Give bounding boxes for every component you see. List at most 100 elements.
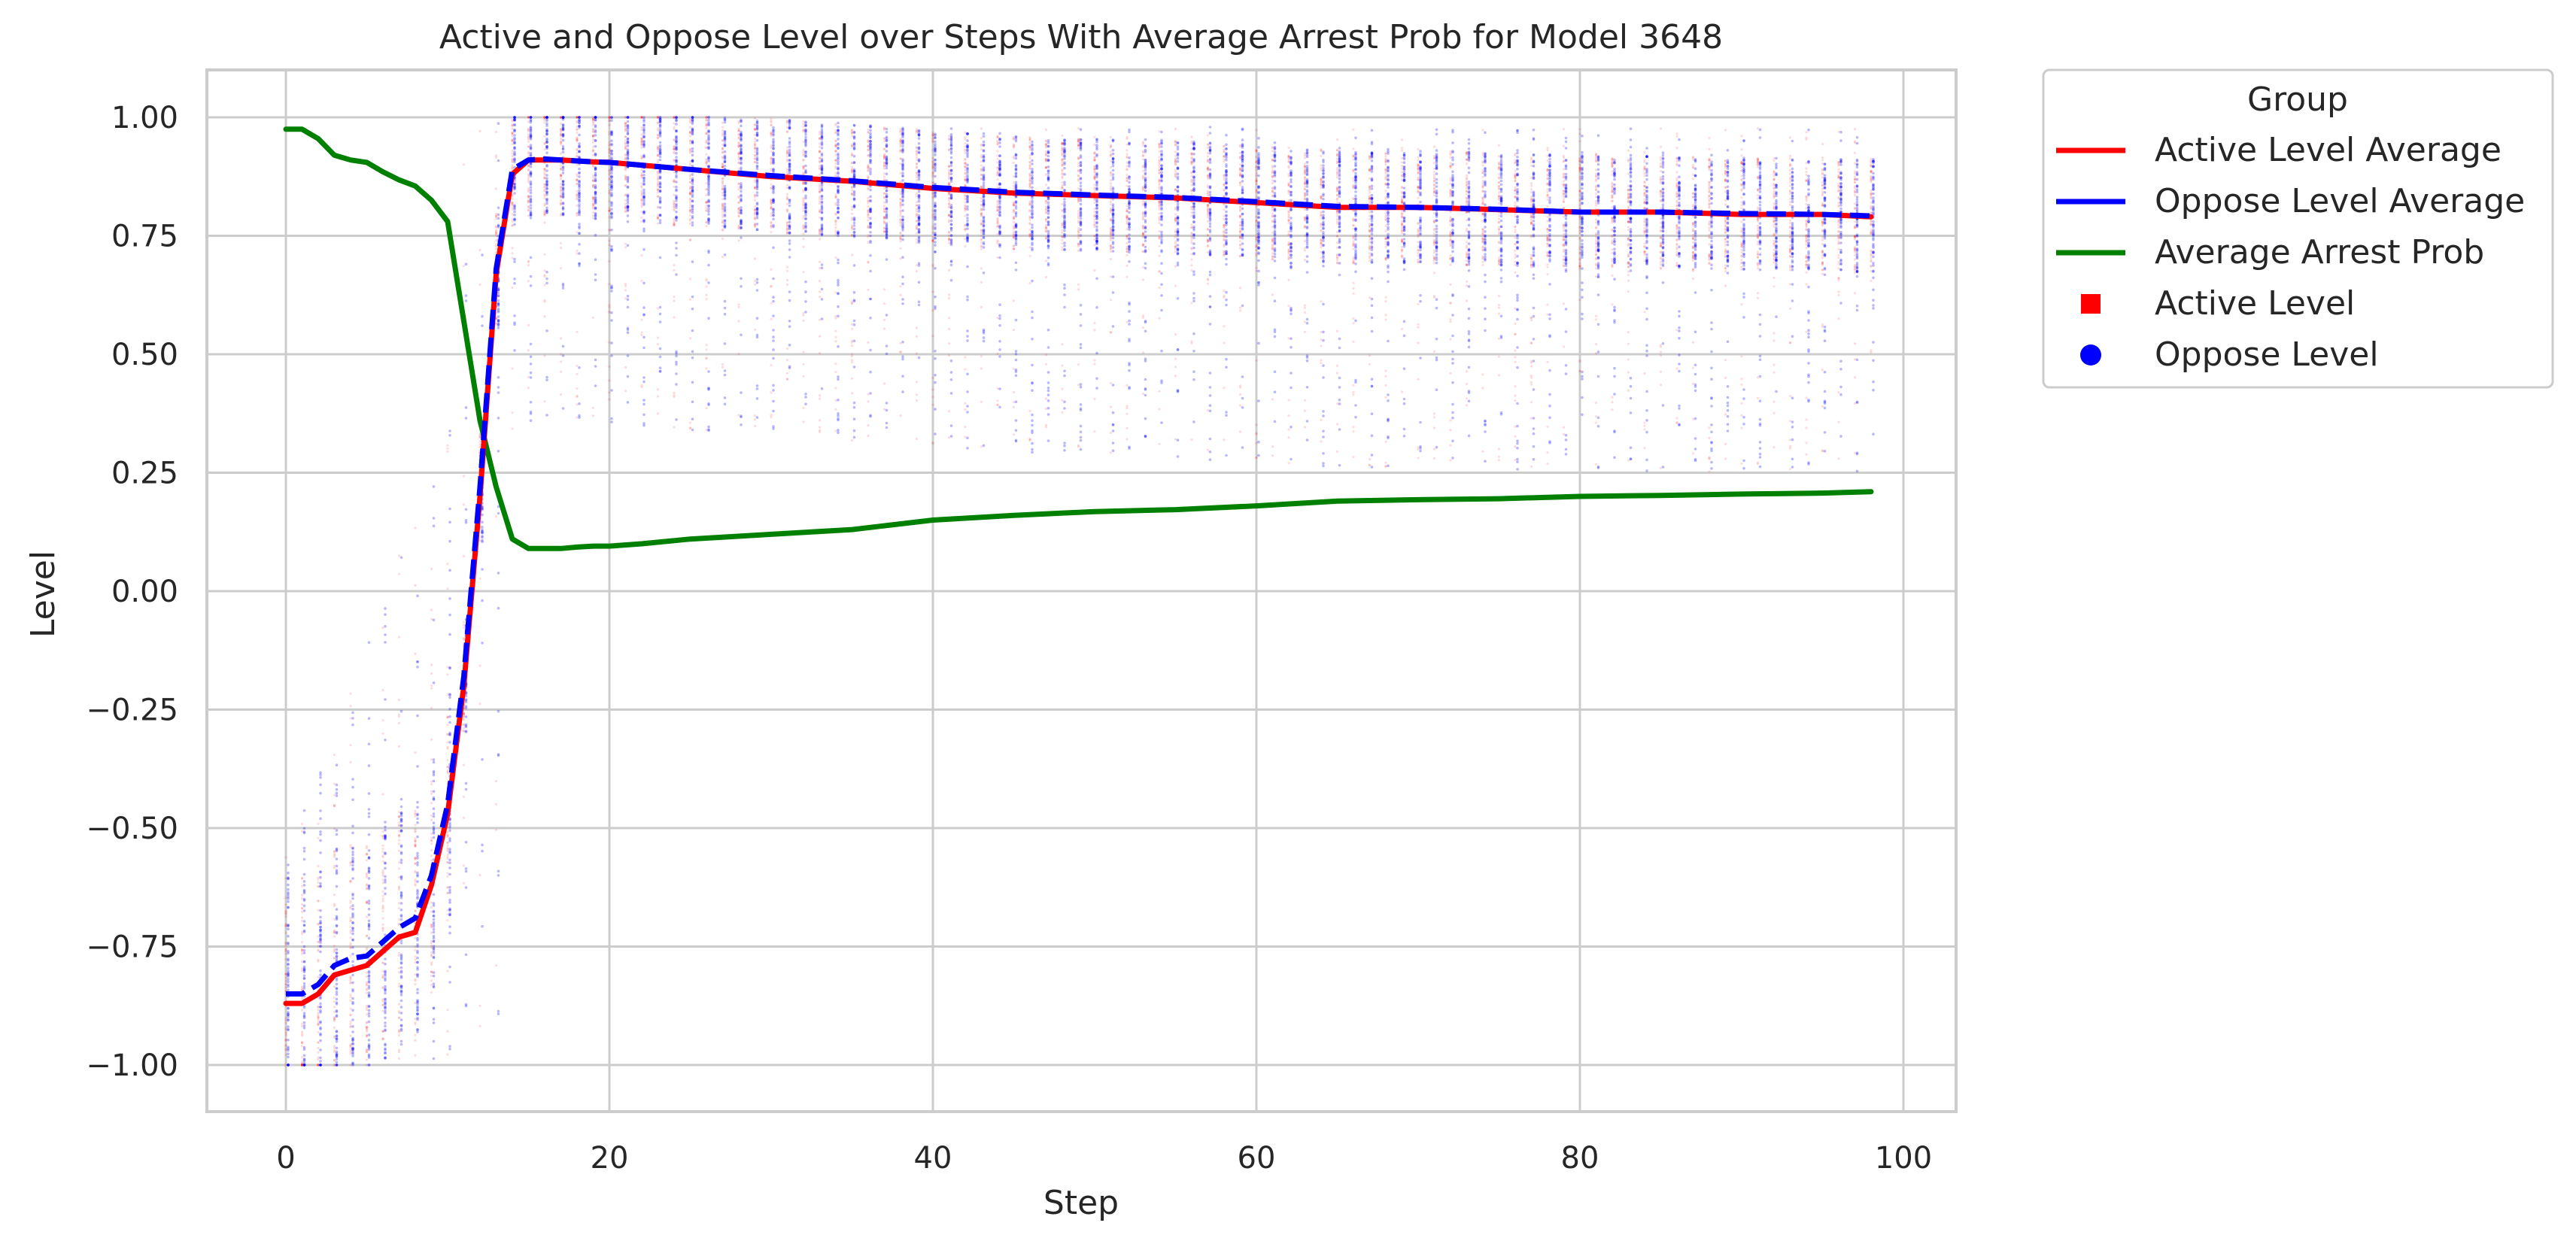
active-level-point — [349, 943, 352, 946]
active-level-point — [882, 192, 886, 195]
oppose-level-point — [788, 220, 791, 224]
active-level-point — [365, 1048, 369, 1051]
oppose-level-point — [788, 256, 791, 259]
oppose-level-point — [287, 980, 290, 984]
active-level-point — [430, 706, 433, 709]
active-level-point — [737, 224, 740, 227]
active-level-point — [397, 907, 401, 910]
oppose-level-point — [707, 200, 710, 204]
active-level-point — [511, 247, 514, 250]
oppose-level-point — [335, 1036, 339, 1039]
active-level-point — [882, 408, 886, 411]
active-level-point — [624, 289, 627, 292]
oppose-level-point — [335, 1003, 339, 1006]
active-level-point — [850, 205, 854, 208]
active-level-point — [624, 282, 627, 286]
active-level-point — [624, 390, 627, 393]
active-level-point — [721, 165, 724, 168]
active-level-point — [462, 624, 466, 627]
oppose-level-point — [545, 163, 548, 167]
oppose-level-point — [675, 181, 678, 184]
active-level-point — [915, 192, 919, 195]
oppose-level-point — [302, 977, 306, 980]
oppose-level-point — [869, 241, 872, 244]
oppose-level-point — [481, 253, 484, 256]
active-level-point — [899, 341, 902, 344]
active-level-point — [705, 285, 708, 288]
oppose-level-point — [804, 217, 807, 220]
oppose-level-point — [529, 183, 533, 187]
oppose-level-point — [448, 829, 451, 832]
active-level-point — [608, 209, 611, 213]
active-level-point — [688, 177, 692, 181]
active-level-point — [608, 304, 611, 307]
active-level-point — [818, 228, 822, 231]
oppose-level-point — [658, 206, 662, 209]
oppose-level-point — [691, 307, 694, 311]
active-level-point — [365, 971, 369, 974]
oppose-level-point — [319, 926, 322, 929]
oppose-level-point — [658, 355, 662, 359]
oppose-level-point — [642, 422, 646, 425]
active-level-point — [527, 259, 530, 262]
active-level-point — [802, 311, 805, 314]
oppose-level-point — [432, 760, 436, 764]
oppose-level-point — [287, 923, 290, 927]
oppose-level-point — [432, 951, 436, 954]
oppose-level-point — [755, 216, 759, 220]
active-level-point — [300, 1060, 304, 1063]
active-level-point — [576, 372, 579, 375]
oppose-level-point — [788, 217, 791, 220]
oppose-level-point — [432, 914, 436, 918]
oppose-level-point — [820, 298, 824, 301]
oppose-level-point — [675, 174, 678, 177]
oppose-level-point — [319, 1002, 322, 1006]
oppose-level-point — [302, 968, 306, 971]
active-level-point — [300, 969, 304, 972]
active-level-point — [850, 212, 854, 215]
active-level-point — [591, 211, 595, 214]
active-level-point — [527, 141, 530, 144]
oppose-level-point — [464, 886, 468, 889]
active-level-point — [381, 894, 384, 897]
active-level-point — [414, 869, 417, 872]
oppose-level-point — [642, 380, 646, 384]
oppose-level-point — [901, 190, 904, 193]
oppose-level-point — [561, 116, 565, 119]
active-level-point — [317, 1058, 320, 1061]
active-level-point — [656, 206, 660, 209]
oppose-level-point — [416, 1008, 419, 1012]
oppose-level-point — [399, 909, 403, 912]
oppose-level-point — [723, 312, 727, 316]
oppose-level-point — [432, 893, 436, 897]
active-level-point — [721, 184, 724, 187]
oppose-level-point — [707, 205, 710, 208]
active-level-point — [624, 167, 627, 170]
active-level-point — [543, 121, 546, 124]
active-level-point — [559, 130, 563, 133]
oppose-level-point — [561, 196, 565, 199]
oppose-level-point — [691, 428, 694, 432]
oppose-level-point — [675, 215, 678, 219]
active-level-point — [430, 859, 433, 862]
active-level-point — [284, 1038, 287, 1041]
active-level-point — [737, 226, 740, 229]
oppose-level-point — [545, 169, 548, 172]
oppose-level-point — [561, 344, 565, 348]
active-level-point — [430, 954, 433, 957]
active-level-point — [656, 182, 660, 186]
oppose-level-point — [837, 172, 840, 175]
active-level-point — [543, 197, 546, 200]
active-level-point — [818, 173, 822, 176]
active-level-point — [867, 128, 870, 131]
oppose-level-point — [642, 413, 646, 417]
active-level-point — [915, 352, 919, 355]
active-level-point — [300, 897, 304, 900]
oppose-level-point — [594, 358, 597, 362]
active-level-point — [381, 910, 384, 913]
active-level-point — [559, 127, 563, 130]
oppose-level-point — [497, 754, 500, 757]
active-level-point — [624, 366, 627, 369]
active-level-point — [333, 1035, 336, 1038]
active-level-point — [527, 168, 530, 171]
